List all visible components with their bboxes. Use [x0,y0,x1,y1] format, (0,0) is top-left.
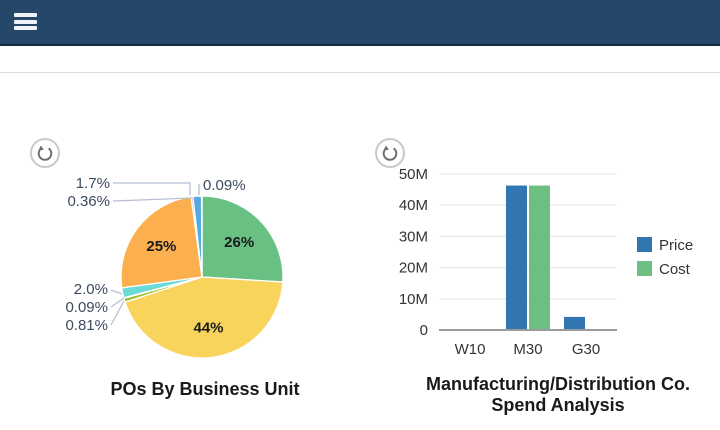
pie-label-leader-line [112,197,193,202]
pie-label-leader-line [113,182,191,195]
app-header [0,0,720,46]
y-axis-tick-label: 0 [420,322,428,339]
pie-label-leader-line [110,297,125,308]
pie-slice-label: 0.09% [203,177,246,194]
y-axis-tick-label: 20M [399,260,428,277]
legend-label-cost[interactable]: Cost [659,261,691,278]
pie-label-leader-line [110,300,125,326]
bar-cost[interactable] [529,185,550,330]
bar-chart-title-line1: Manufacturing/Distribution Co. [426,374,690,394]
pie-slice-label: 25% [146,238,176,255]
y-axis-tick-label: 50M [399,166,428,183]
pie-slice-label: 26% [224,234,254,251]
pie-slice-label: 0.36% [67,193,110,210]
pie-slice-label: 0.81% [65,317,108,334]
pie-slice-label: 2.0% [74,281,108,298]
pie-slice[interactable] [124,276,284,359]
legend-label-price[interactable]: Price [659,237,693,254]
x-axis-category-label: W10 [455,341,486,358]
pie-slice-label: 1.7% [76,175,110,192]
pie-label-leader-line [110,289,123,295]
bar-chart: 50M 40M 30M 20M 10M 0 W10 M30 G30 Price Cost [399,166,693,358]
y-axis-tick-label: 10M [399,291,428,308]
y-axis-tick-label: 40M [399,197,428,214]
bar-price[interactable] [564,316,585,330]
pie-slice-label: 44% [193,320,223,337]
refresh-icon [382,145,398,161]
toolbar-strip [0,48,720,73]
bar-price[interactable] [506,185,527,330]
bar-chart-title: Manufacturing/Distribution Co. Spend Ana… [393,374,720,416]
pie-slice[interactable] [201,195,284,283]
x-axis-category-label: G30 [572,341,600,358]
y-axis-tick-label: 30M [399,228,428,245]
legend-swatch-price[interactable] [637,237,652,252]
bar-chart-title-line2: Spend Analysis [491,395,625,415]
bar-refresh-button[interactable] [375,138,405,168]
pie-chart: 26%44%0.81%0.09%2.0%25%0.36%1.7% 0.09% [65,175,284,359]
hamburger-icon [14,13,37,18]
x-axis-category-label: M30 [513,341,542,358]
pie-refresh-button[interactable] [30,138,60,168]
pie-chart-title: POs By Business Unit [110,379,300,399]
refresh-icon [37,145,53,161]
pie-slice-label: 0.09% [65,299,108,316]
hamburger-menu-button[interactable] [14,12,40,34]
legend-swatch-cost[interactable] [637,261,652,276]
